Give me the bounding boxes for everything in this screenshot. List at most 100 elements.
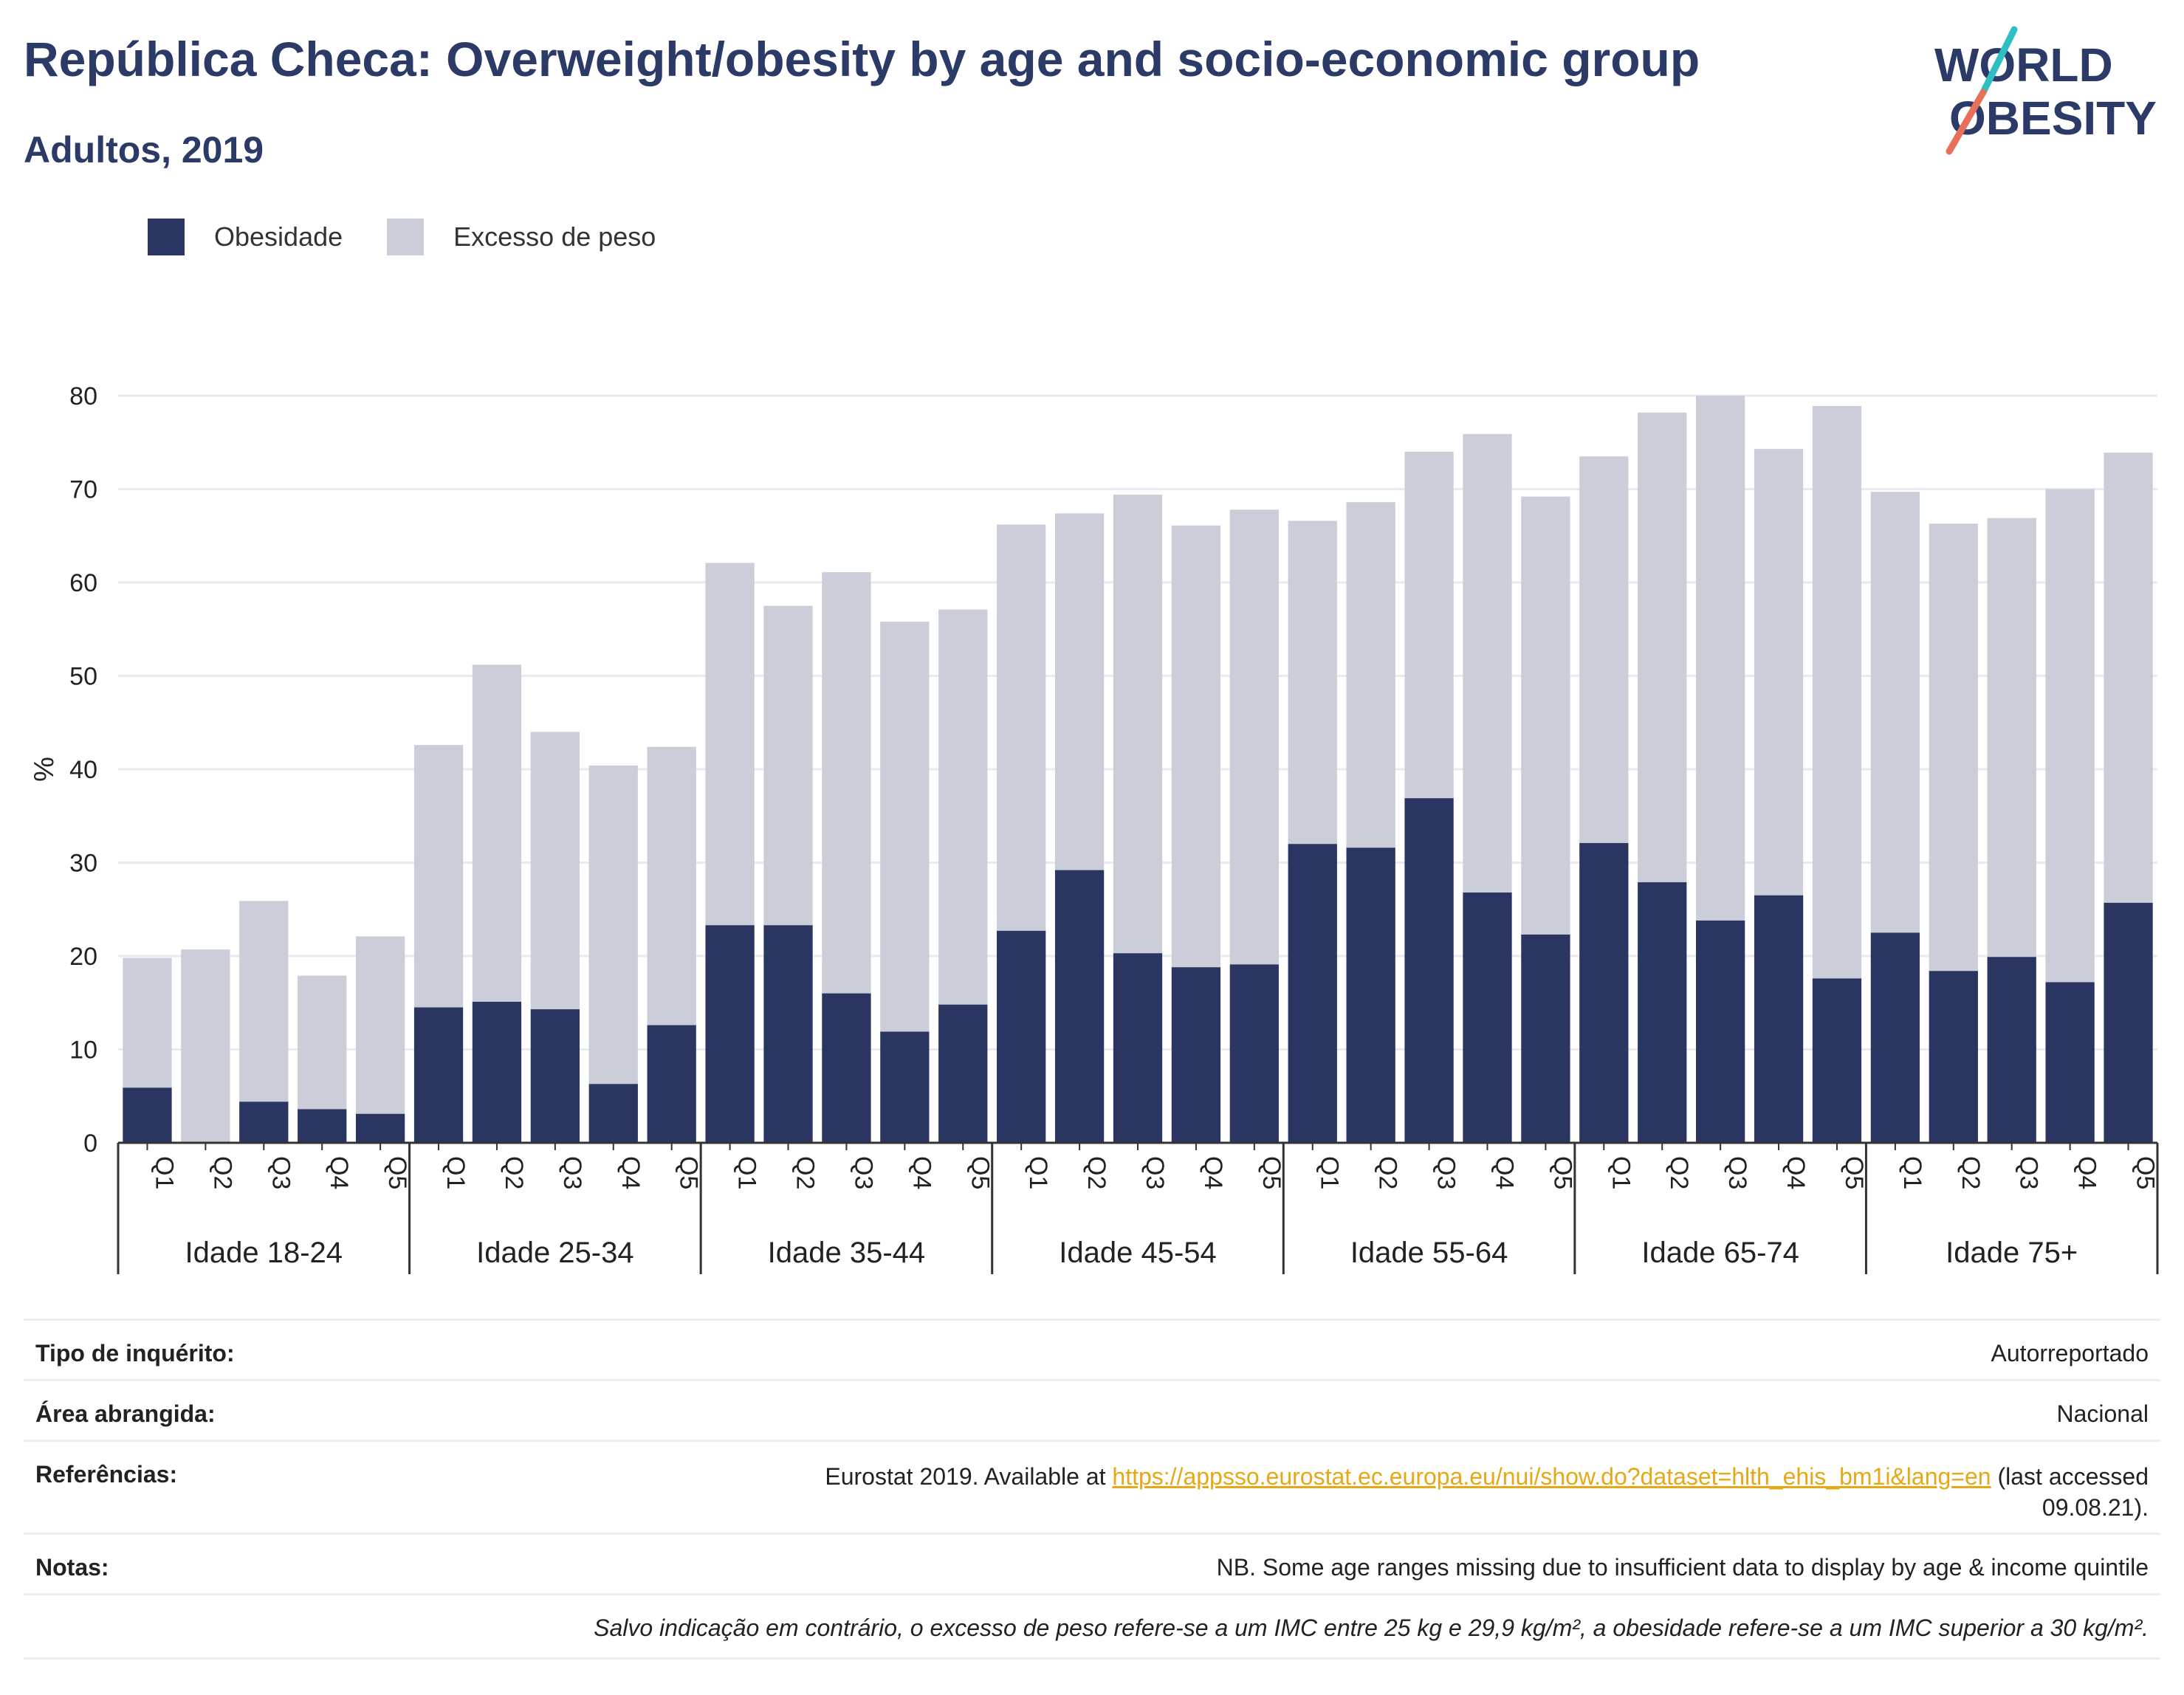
info-label-references: Referências: <box>35 1461 178 1488</box>
x-tick-label-quintile: Q4 <box>1490 1156 1518 1189</box>
bar-obesity <box>588 1084 638 1143</box>
bar-obesity <box>2045 982 2095 1143</box>
y-tick-label: 10 <box>69 1036 97 1065</box>
bar-overweight <box>355 936 405 1114</box>
bar-overweight <box>1404 451 1454 799</box>
x-tick-label-quintile: Q2 <box>1374 1156 1402 1189</box>
x-tick-label-quintile: Q4 <box>907 1156 935 1189</box>
x-tick-label-quintile: Q1 <box>733 1156 761 1189</box>
y-axis-label: % <box>29 757 60 782</box>
x-tick-label-quintile: Q5 <box>1840 1156 1868 1189</box>
y-tick-label: 50 <box>69 663 97 691</box>
x-group-label: Idade 35-44 <box>768 1237 926 1269</box>
bar-overweight <box>2045 489 2095 983</box>
x-tick-label-quintile: Q1 <box>1024 1156 1052 1189</box>
bar-obesity <box>1579 842 1629 1143</box>
world-obesity-logo: WORLD OBESITY <box>1934 26 2157 155</box>
legend-label-overweight: Excesso de peso <box>453 221 656 252</box>
bar-overweight <box>1812 405 1862 979</box>
y-tick-label: 0 <box>83 1130 97 1158</box>
x-tick-label-quintile: Q5 <box>1548 1156 1576 1189</box>
bar-overweight <box>763 605 813 926</box>
bar-obesity <box>1404 798 1454 1143</box>
x-tick-label-quintile: Q4 <box>2073 1156 2101 1189</box>
logo-accent-teal <box>1979 26 2018 96</box>
bar-obesity <box>1113 953 1163 1143</box>
bar-obesity <box>763 925 813 1143</box>
info-row-notes: Notas: NB. Some age ranges missing due t… <box>24 1533 2160 1594</box>
bar-obesity <box>1171 967 1221 1143</box>
bar-obesity <box>1754 895 1804 1143</box>
bar-overweight <box>1754 449 1804 895</box>
info-value-survey-type: Autorreportado <box>1991 1340 2149 1366</box>
x-tick-label-quintile: Q5 <box>1257 1156 1285 1189</box>
chart-legend: Obesidade Excesso de peso <box>148 219 700 255</box>
bar-overweight <box>647 746 696 1025</box>
x-tick-label-quintile: Q2 <box>1665 1156 1693 1189</box>
x-group-label: Idade 25-34 <box>476 1237 634 1269</box>
info-label-notes: Notas: <box>35 1554 109 1581</box>
bar-obesity <box>1870 932 1920 1143</box>
x-tick-label-quintile: Q2 <box>208 1156 236 1189</box>
info-label-area: Área abrangida: <box>35 1400 216 1427</box>
bar-overweight <box>938 609 988 1005</box>
bar-overweight <box>2104 453 2153 903</box>
bar-overweight <box>239 901 289 1102</box>
x-tick-label-quintile: Q4 <box>1199 1156 1227 1189</box>
x-group-label: Idade 55-64 <box>1350 1237 1508 1269</box>
x-tick-label-quintile: Q3 <box>558 1156 586 1189</box>
x-tick-label-quintile: Q2 <box>791 1156 820 1189</box>
bar-obesity <box>1054 870 1105 1143</box>
bar-overweight <box>1987 518 2036 957</box>
bar-obesity <box>123 1087 172 1143</box>
x-tick-label-quintile: Q5 <box>675 1156 703 1189</box>
x-tick-label-quintile: Q2 <box>1082 1156 1110 1189</box>
bar-chart: 0 10 20 30 40 50 60 70 80% Q1 Q2 Q3 Q4 Q5 Q1 Q2 Q3 Q4 Q5 Q1… <box>29 382 2160 1274</box>
x-tick-label-quintile: Q1 <box>1898 1156 1926 1189</box>
bar-overweight <box>472 664 522 1002</box>
bar-overweight <box>1463 433 1512 893</box>
bar-obesity <box>1229 964 1279 1143</box>
x-tick-label-quintile: Q3 <box>2015 1156 2043 1189</box>
bar-obesity <box>1695 920 1745 1143</box>
bar-obesity <box>1812 978 1862 1143</box>
x-group-label: Idade 75+ <box>1946 1237 2078 1269</box>
bar-obesity <box>298 1109 347 1143</box>
reference-link[interactable]: https://appsso.eurostat.ec.europa.eu/nui… <box>1112 1463 1991 1490</box>
info-row-references: Referências: Eurostat 2019. Available at… <box>24 1440 2160 1533</box>
bar-obesity <box>997 930 1046 1143</box>
bar-overweight <box>1171 525 1221 968</box>
info-table: Tipo de inquérito: Autorreportado Área a… <box>24 1318 2160 1660</box>
bar-overweight <box>588 765 638 1084</box>
bar-obesity <box>472 1001 522 1143</box>
x-tick-label-quintile: Q5 <box>383 1156 411 1189</box>
bar-obesity <box>1463 892 1512 1143</box>
bar-overweight <box>1870 492 1920 933</box>
info-row-survey-type: Tipo de inquérito: Autorreportado <box>24 1318 2160 1380</box>
bar-overweight <box>1229 509 1279 965</box>
y-tick-label: 70 <box>69 476 97 504</box>
bar-overweight <box>181 949 230 1143</box>
bar-overweight <box>1695 396 1745 921</box>
x-tick-label-quintile: Q1 <box>1607 1156 1635 1189</box>
bar-overweight <box>997 524 1046 931</box>
bar-obesity <box>822 993 871 1143</box>
bar-overweight <box>298 975 347 1110</box>
bar-overweight <box>880 622 930 1032</box>
bar-obesity <box>355 1113 405 1143</box>
logo-word-world: WORLD <box>1934 38 2113 92</box>
bar-obesity <box>1929 971 1978 1143</box>
bar-overweight <box>1638 412 1687 883</box>
bar-obesity <box>647 1025 696 1143</box>
bar-overweight <box>1579 456 1629 843</box>
y-tick-label: 60 <box>69 569 97 597</box>
x-tick-label-quintile: Q1 <box>1316 1156 1344 1189</box>
bar-obesity <box>1346 848 1395 1143</box>
x-tick-label-quintile: Q3 <box>849 1156 877 1189</box>
x-tick-label-quintile: Q1 <box>150 1156 178 1189</box>
x-tick-label-quintile: Q3 <box>1432 1156 1460 1189</box>
x-group-label: Idade 65-74 <box>1641 1237 1799 1269</box>
bar-obesity <box>705 925 755 1143</box>
bar-obesity <box>1288 844 1337 1143</box>
bar-overweight <box>1929 523 1978 972</box>
